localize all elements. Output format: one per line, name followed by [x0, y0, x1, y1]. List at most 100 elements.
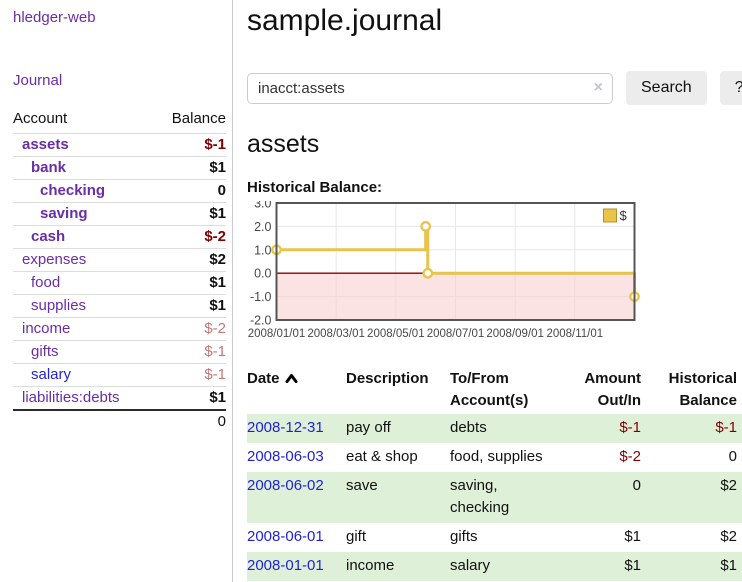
x-tick-label: 2008/11/01 [546, 328, 603, 340]
chart-title: Historical Balance: [247, 179, 383, 196]
account-link[interactable]: expenses [22, 251, 87, 268]
account-link[interactable]: gifts [31, 343, 59, 360]
account-balance: $1 [154, 202, 226, 226]
negative-region [276, 273, 635, 320]
account-balance: $2 [154, 248, 226, 272]
clear-search-icon[interactable]: × [593, 79, 603, 96]
x-tick-label: 2008/01/01 [248, 328, 306, 340]
sidebar: hledger-web Journal Account Balance asse… [0, 0, 233, 582]
y-tick-label: -2.0 [250, 314, 272, 328]
transaction-description: gift [346, 528, 367, 545]
transaction-accounts: salary [450, 557, 491, 574]
x-tick-label: 2008/07/01 [427, 328, 485, 340]
search-form: × Search ? [247, 71, 742, 105]
y-tick-label: -1.0 [250, 290, 272, 304]
nav-journal: Journal [13, 72, 226, 89]
transaction-description: income [346, 557, 395, 574]
y-tick-label: 0.0 [254, 267, 271, 281]
account-tree-body: assets $-1 bank $1 checking 0 saving $1 cash $-2 e… [13, 133, 226, 410]
accounts-column-header[interactable]: To/From Account(s) [450, 370, 529, 409]
x-tick-label: 2008/09/01 [486, 328, 544, 340]
transaction-balance: $2 [720, 528, 737, 545]
search-input[interactable] [247, 72, 613, 104]
date-column-header[interactable]: Date [247, 366, 346, 414]
account-total-row: 0 [13, 409, 226, 433]
transaction-accounts: gifts [450, 528, 478, 545]
transaction-date-link[interactable]: 2008-01-01 [247, 557, 324, 574]
transaction-amount: $1 [624, 528, 641, 545]
account-row: assets $-1 [13, 133, 226, 157]
transaction-date-link[interactable]: 2008-06-03 [247, 448, 324, 465]
account-balance: $-2 [154, 317, 226, 341]
register-body: 2008-12-31 pay off debts $-1 $-1 2008-06-03 ea… [247, 414, 742, 581]
account-row: bank $1 [13, 156, 226, 180]
account-balance: $1 [154, 271, 226, 295]
transaction-balance: $1 [720, 557, 737, 574]
transaction-amount: 0 [632, 477, 641, 494]
transaction-amount: $-1 [619, 419, 641, 436]
account-link[interactable]: supplies [31, 297, 87, 314]
account-balance: $-1 [154, 363, 226, 387]
account-link[interactable]: liabilities:debts [22, 389, 120, 406]
account-link[interactable]: assets [22, 136, 69, 153]
account-balance: 0 [154, 179, 226, 203]
y-tick-label: 1.0 [254, 243, 271, 257]
account-link[interactable]: food [31, 274, 61, 291]
x-tick-label: 2008/03/01 [307, 328, 365, 340]
account-balance: $1 [154, 386, 226, 410]
transaction-date: 2008-06-01 [247, 523, 346, 552]
accounts-total-balance: 0 [154, 409, 226, 433]
sort-ascending-icon [285, 374, 298, 383]
account-link[interactable]: income [22, 320, 71, 337]
account-row: salary $-1 [13, 363, 226, 387]
account-row: cash $-2 [13, 225, 226, 249]
transaction-description: save [346, 477, 378, 494]
plot-border [275, 202, 636, 321]
register-row: 2008-06-01 gift gifts $1 $2 [247, 523, 742, 552]
transaction-amount: $-2 [619, 448, 641, 465]
description-column-header[interactable]: Description [346, 370, 429, 387]
account-balance: $-2 [154, 225, 226, 249]
account-balance: $1 [154, 294, 226, 318]
legend-label: $ [620, 208, 628, 223]
transaction-description: eat & shop [346, 448, 418, 465]
transaction-date-link[interactable]: 2008-12-31 [247, 419, 324, 436]
account-row: saving $1 [13, 202, 226, 226]
account-row: income $-2 [13, 317, 226, 341]
page-title: sample.journal [247, 4, 443, 37]
transaction-date-link[interactable]: 2008-06-01 [247, 528, 324, 545]
transaction-balance: $-1 [715, 419, 737, 436]
register-row: 2008-01-01 income salary $1 $1 [247, 552, 742, 581]
search-button[interactable]: Search [626, 71, 707, 105]
account-link[interactable]: cash [31, 228, 66, 245]
balance-column-header-register[interactable]: Historical Balance [668, 370, 737, 409]
transaction-date: 2008-01-01 [247, 552, 346, 581]
account-link[interactable]: bank [31, 159, 67, 176]
transaction-balance: 0 [728, 448, 737, 465]
transaction-date: 2008-12-31 [247, 414, 346, 443]
help-button[interactable]: ? [719, 71, 742, 105]
amount-column-header[interactable]: Amount Out/In [584, 370, 641, 409]
account-heading: assets [247, 130, 320, 158]
account-link[interactable]: saving [40, 205, 88, 222]
transaction-accounts: saving, checking [450, 477, 510, 516]
register-table: Date Description To/From Account(s) Amou… [247, 366, 742, 581]
transaction-balance: $2 [720, 477, 737, 494]
account-row: food $1 [13, 271, 226, 295]
transaction-date-link[interactable]: 2008-06-02 [247, 477, 324, 494]
account-link[interactable]: salary [31, 366, 72, 383]
legend-swatch [603, 208, 617, 223]
account-row: gifts $-1 [13, 340, 226, 364]
account-link[interactable]: checking [40, 182, 106, 199]
account-row: supplies $1 [13, 294, 226, 318]
journal-link[interactable]: Journal [13, 72, 63, 89]
brand-link[interactable]: hledger-web [13, 9, 96, 26]
historical-balance-chart: $3.0 2.0 1.0 0.0 -1.0 -2.0 2008/01/01 2008/03/0… [247, 197, 742, 347]
main-content: sample.journal × Search ? assets Histori… [247, 0, 742, 581]
x-tick-label: 2008/05/01 [367, 328, 425, 340]
account-column-header: Account [13, 110, 68, 127]
data-point-marker [420, 221, 432, 232]
transaction-date: 2008-06-02 [247, 472, 346, 523]
account-row: expenses $2 [13, 248, 226, 272]
